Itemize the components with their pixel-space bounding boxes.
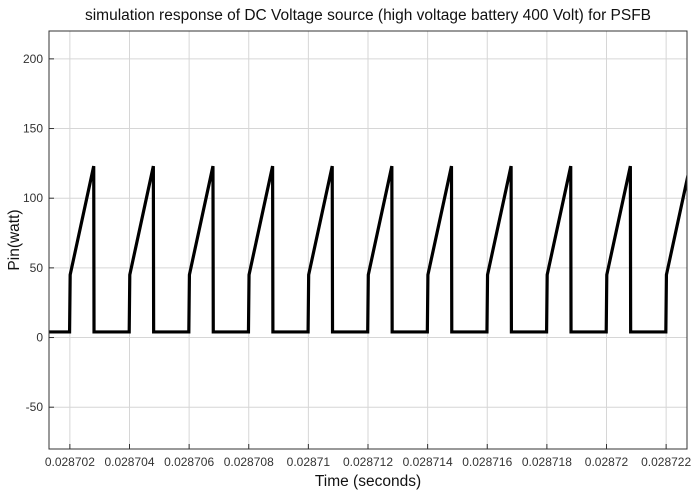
y-tick-label: 150	[23, 122, 43, 136]
y-tick-label: -50	[26, 400, 44, 414]
x-tick-label: 0.02872	[585, 455, 629, 469]
tick-labels: 0.028702 0.028704 0.028706 0.028708 0.02871 0…	[23, 52, 692, 469]
x-axis-label: Time (seconds)	[315, 473, 421, 490]
series-line	[49, 165, 687, 334]
series-layer	[49, 165, 687, 334]
y-tick-label: 0	[36, 331, 43, 345]
plot-frame	[48, 30, 688, 450]
y-tick-label: 200	[23, 52, 43, 66]
chart-title: simulation response of DC Voltage source…	[85, 7, 651, 24]
x-tick-label: 0.028704	[104, 455, 154, 469]
y-tick-label: 100	[23, 191, 43, 205]
y-tick-label: 50	[30, 261, 44, 275]
x-tick-label: 0.028702	[45, 455, 95, 469]
x-tick-label: 0.028706	[164, 455, 214, 469]
x-tick-label: 0.028708	[224, 455, 274, 469]
x-tick-label: 0.028718	[522, 455, 572, 469]
x-tick-label: 0.02871	[287, 455, 331, 469]
grid	[49, 31, 687, 449]
x-tick-label: 0.028722	[641, 455, 691, 469]
x-tick-label: 0.028714	[403, 455, 453, 469]
x-tick-label: 0.028712	[343, 455, 393, 469]
x-tick-label: 0.028716	[462, 455, 512, 469]
y-axis-label: Pin(watt)	[6, 209, 23, 270]
